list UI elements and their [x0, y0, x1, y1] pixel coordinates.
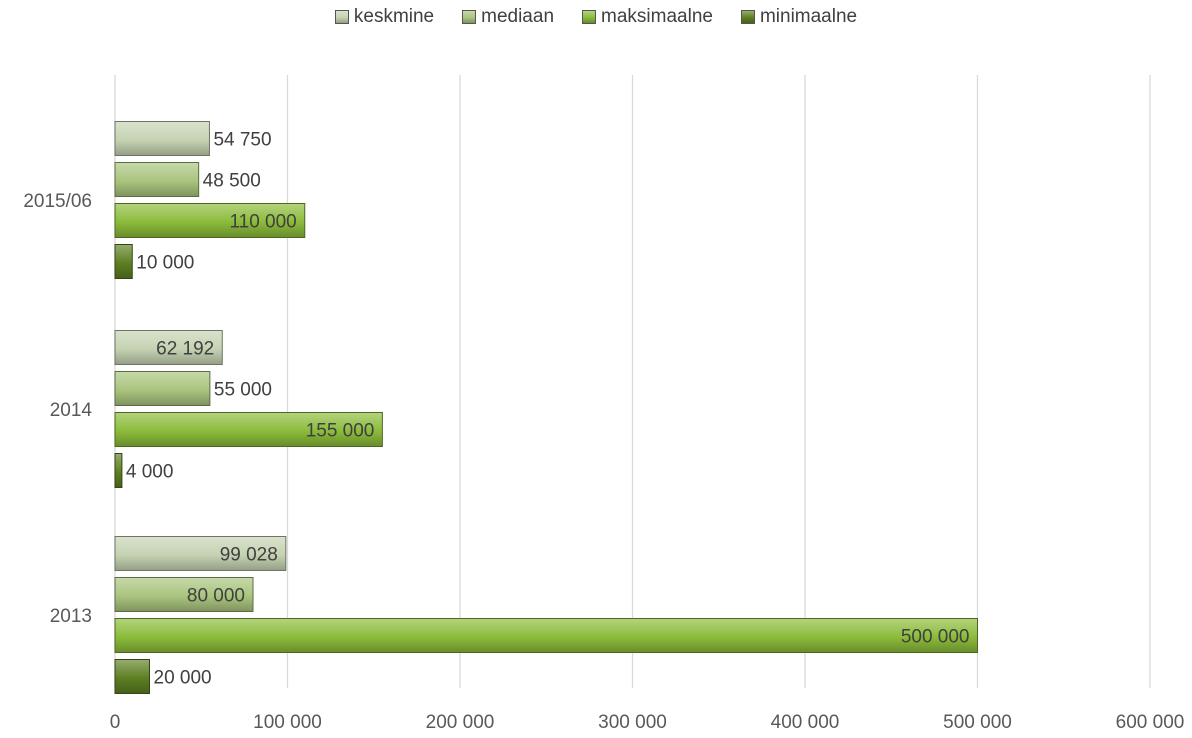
x-tick-label: 400 000: [771, 712, 840, 733]
data-label: 4 000: [126, 462, 174, 483]
bar-mediaan: [114, 371, 211, 406]
legend-swatch: [582, 10, 597, 24]
bar-keskmine: [114, 121, 210, 156]
legend-label: mediaan: [481, 6, 555, 27]
bar-maksimaalne: [114, 618, 978, 653]
y-category-label: 2013: [50, 606, 92, 627]
legend-label: minimaalne: [759, 6, 858, 27]
data-label: 10 000: [136, 253, 194, 274]
bar-keskmine: [114, 330, 223, 365]
data-label: 48 500: [203, 171, 261, 192]
bar-keskmine: [114, 536, 287, 571]
x-tick-label: 0: [110, 712, 121, 733]
data-label: 500 000: [901, 627, 970, 648]
legend-label: keskmine: [353, 6, 435, 27]
legend-item: mediaan: [462, 6, 554, 28]
x-tick-label: 200 000: [426, 712, 495, 733]
y-category-label: 2014: [50, 400, 93, 421]
legend-item: minimaalne: [740, 6, 858, 28]
bar-mediaan: [114, 162, 200, 197]
bar-minimaalne: [114, 244, 133, 279]
y-category-label: 2015/06: [23, 191, 92, 212]
data-label: 62 192: [156, 339, 214, 360]
x-tick-label: 100 000: [253, 712, 322, 733]
data-label: 80 000: [187, 586, 245, 607]
legend-swatch: [334, 10, 349, 24]
x-tick-label: 500 000: [943, 712, 1012, 733]
x-tick-label: 600 000: [1116, 712, 1185, 733]
bar-mediaan: [114, 577, 254, 612]
data-label: 55 000: [214, 380, 272, 401]
bar-minimaalne: [114, 453, 123, 488]
legend-item: maksimaalne: [582, 6, 713, 28]
legend-label: maksimaalne: [601, 6, 713, 27]
data-label: 99 028: [220, 545, 278, 566]
legend-swatch: [740, 10, 755, 24]
data-label: 20 000: [154, 668, 212, 689]
legend-item: keskmine: [334, 6, 435, 28]
bar-maksimaalne: [114, 203, 306, 238]
x-tick-label: 300 000: [598, 712, 667, 733]
data-label: 155 000: [306, 421, 375, 442]
bar-maksimaalne: [114, 412, 383, 447]
data-label: 54 750: [213, 130, 271, 151]
legend-swatch: [462, 10, 477, 24]
data-label: 110 000: [229, 212, 296, 233]
bar-minimaalne: [114, 659, 150, 694]
legend: keskmine mediaan maksimaalne minimaalne: [0, 6, 1192, 28]
